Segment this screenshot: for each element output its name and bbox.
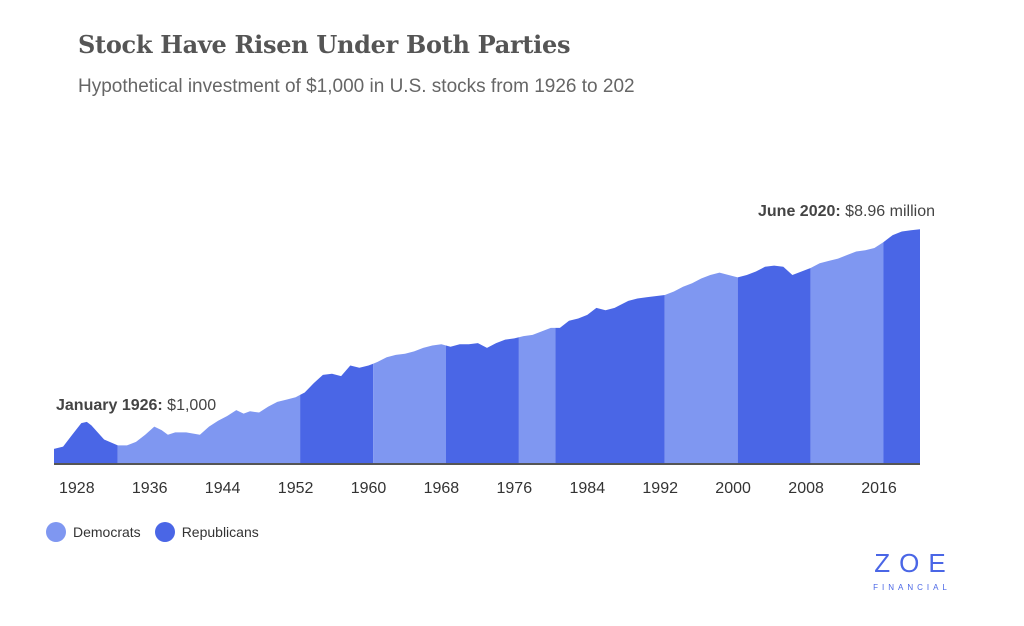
x-tick-label-1976: 1976 <box>497 480 533 497</box>
annotation-0-value: $1,000 <box>163 397 216 414</box>
legend-swatch-republicans <box>154 522 175 542</box>
annotation-0-bold: January 1926: <box>56 397 163 414</box>
chart-title: Stock Have Risen Under Both Parties <box>78 30 571 59</box>
area-segment-republicans-0 <box>54 421 118 463</box>
legend-item-republicans: Republicans <box>154 522 259 542</box>
x-tick-label-1944: 1944 <box>205 480 241 497</box>
annotation-1-bold: June 2020: <box>758 203 841 220</box>
x-tick-label-2008: 2008 <box>788 480 824 497</box>
logo-wordmark: ZOE <box>874 548 955 578</box>
legend-item-democrats: Democrats <box>46 522 141 542</box>
legend-label-republicans: Republicans <box>181 524 259 540</box>
legend-label-democrats: Democrats <box>73 524 141 540</box>
annotation-0: January 1926: $1,000 <box>56 397 216 414</box>
area-segment-democrats-5 <box>518 327 556 463</box>
area-segment-republicans-10 <box>883 229 920 463</box>
x-tick-label-1984: 1984 <box>570 480 606 497</box>
zoe-financial-logo: ZOE FINANCIAL <box>860 548 960 592</box>
x-tick-label-1992: 1992 <box>642 480 678 497</box>
x-tick-label-1952: 1952 <box>278 480 314 497</box>
chart-subtitle: Hypothetical investment of $1,000 in U.S… <box>78 76 635 97</box>
logo-subtext: FINANCIAL <box>873 583 951 592</box>
area-segment-democrats-7 <box>664 272 738 463</box>
x-tick-label-1960: 1960 <box>351 480 387 497</box>
area-segment-democrats-9 <box>810 242 884 463</box>
legend-swatch-democrats <box>46 522 66 542</box>
x-tick-label-2000: 2000 <box>715 480 751 497</box>
area-segment-republicans-2 <box>300 363 374 463</box>
x-tick-label-1968: 1968 <box>424 480 460 497</box>
x-tick-label-1936: 1936 <box>132 480 168 497</box>
annotation-1: June 2020: $8.96 million <box>758 203 935 220</box>
x-tick-label-1928: 1928 <box>59 480 95 497</box>
area-segment-republicans-4 <box>446 337 519 463</box>
legend: Democrats Republicans <box>46 522 259 542</box>
area-segment-republicans-6 <box>555 295 665 463</box>
annotation-1-value: $8.96 million <box>841 203 935 220</box>
x-tick-label-2016: 2016 <box>861 480 897 497</box>
area-segment-democrats-1 <box>117 394 301 463</box>
area-segment-democrats-3 <box>373 344 446 463</box>
area-segment-republicans-8 <box>737 265 811 463</box>
